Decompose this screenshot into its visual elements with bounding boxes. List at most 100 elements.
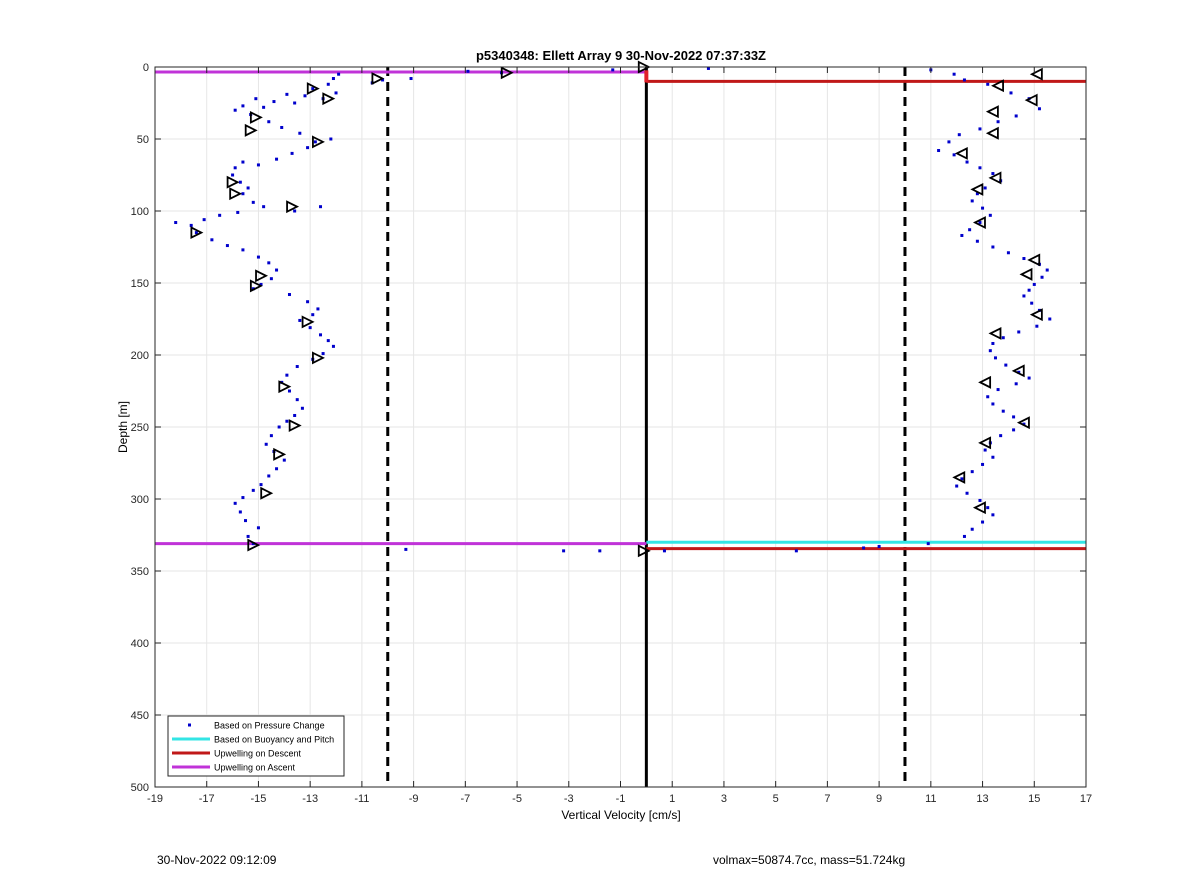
data-point xyxy=(298,131,302,135)
data-point xyxy=(272,100,276,104)
x-tick-label: 17 xyxy=(1080,793,1092,805)
descent-marker xyxy=(190,226,204,240)
data-point xyxy=(1014,382,1018,386)
data-point xyxy=(978,166,982,170)
descent-marker xyxy=(249,279,263,293)
descent-marker xyxy=(226,175,240,189)
data-point xyxy=(1027,288,1031,292)
descent-marker xyxy=(278,380,292,394)
y-tick-label: 100 xyxy=(131,206,149,218)
data-point xyxy=(311,87,315,91)
descent-marker xyxy=(312,351,325,365)
x-tick-label: 9 xyxy=(876,793,882,805)
data-point xyxy=(218,213,222,217)
data-point xyxy=(280,125,284,129)
data-point xyxy=(241,160,245,164)
data-point xyxy=(1012,428,1016,432)
data-point xyxy=(267,120,271,124)
data-point xyxy=(381,78,385,82)
x-tick-label: -5 xyxy=(512,793,522,805)
data-point xyxy=(1006,251,1010,255)
data-point xyxy=(955,484,959,488)
data-point xyxy=(962,534,966,538)
data-point xyxy=(970,527,974,531)
data-point xyxy=(269,277,273,281)
data-point xyxy=(1037,107,1041,111)
data-point xyxy=(794,549,798,553)
ascent-marker xyxy=(1029,308,1043,322)
data-point xyxy=(1045,268,1049,272)
data-point xyxy=(404,547,408,551)
data-point xyxy=(295,398,299,402)
data-point xyxy=(996,120,1000,124)
y-tick-label: 0 xyxy=(143,62,149,74)
data-point xyxy=(331,344,335,348)
y-tick-label: 450 xyxy=(131,710,149,722)
data-point xyxy=(611,68,615,72)
data-point xyxy=(241,104,245,108)
data-point xyxy=(986,395,990,399)
ascent-marker xyxy=(970,182,984,196)
ascent-marker xyxy=(978,436,992,450)
data-point xyxy=(251,200,255,204)
data-point xyxy=(262,205,266,209)
y-tick-label: 250 xyxy=(131,422,149,434)
data-point xyxy=(960,477,964,481)
x-tick-label: -11 xyxy=(354,793,369,805)
y-tick-label: 350 xyxy=(131,566,149,578)
tick-layer: -19 -17 -15 -13 -11 -9 -7 -5 -3 -1 1 3 5 7 9 11 13 15 1705… xyxy=(131,62,1092,805)
data-point xyxy=(996,388,1000,392)
descent-marker xyxy=(322,92,336,106)
data-point xyxy=(991,402,995,406)
data-point xyxy=(983,186,987,190)
data-point xyxy=(313,140,317,144)
data-point xyxy=(986,82,990,86)
data-point xyxy=(300,406,304,410)
data-point xyxy=(991,513,995,517)
ascent-marker xyxy=(978,375,992,389)
ascent-marker xyxy=(1016,416,1030,430)
data-point xyxy=(988,213,992,217)
y-axis-label: Depth [m] xyxy=(116,401,130,453)
data-point xyxy=(862,546,866,550)
data-point xyxy=(285,92,289,96)
data-point xyxy=(952,72,956,76)
data-point xyxy=(306,300,310,304)
data-point xyxy=(1004,363,1008,367)
data-point xyxy=(236,210,240,214)
ascent-marker xyxy=(972,501,986,515)
descent-marker xyxy=(255,269,269,283)
data-point xyxy=(965,491,969,495)
data-point xyxy=(244,519,248,523)
data-point xyxy=(993,356,997,360)
ascent-marker xyxy=(954,146,968,160)
x-tick-label: 15 xyxy=(1028,793,1040,805)
data-point xyxy=(287,389,291,393)
data-point xyxy=(238,180,242,184)
data-point xyxy=(316,307,320,311)
descent-marker xyxy=(273,447,287,461)
data-point xyxy=(1048,317,1052,321)
data-point xyxy=(1032,282,1036,286)
data-point xyxy=(256,255,260,259)
x-tick-label: -1 xyxy=(616,793,626,805)
descent-marker xyxy=(229,187,243,201)
data-point xyxy=(937,149,941,153)
data-point xyxy=(988,349,992,353)
data-point xyxy=(981,206,985,210)
ascent-marker xyxy=(952,470,966,484)
x-tick-label: -17 xyxy=(199,793,215,805)
data-point xyxy=(285,373,289,377)
data-point xyxy=(329,137,333,141)
data-point xyxy=(269,434,273,438)
data-point xyxy=(983,448,987,452)
data-point xyxy=(251,542,255,546)
data-point xyxy=(259,483,263,487)
descent-marker xyxy=(260,486,274,500)
data-point xyxy=(295,365,299,369)
data-point xyxy=(337,72,341,76)
x-tick-label: -19 xyxy=(147,793,163,805)
data-point xyxy=(1014,114,1018,118)
ascent-marker xyxy=(1019,267,1033,281)
